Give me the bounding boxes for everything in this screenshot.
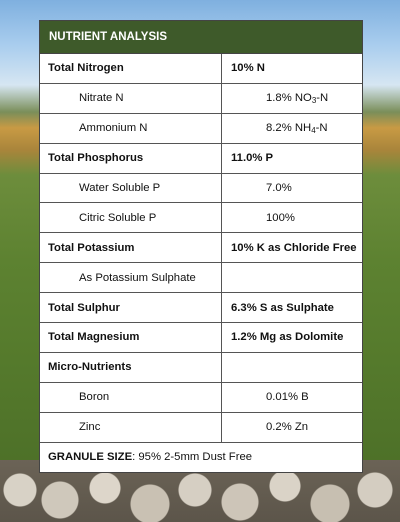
row-value: 7.0%: [221, 173, 362, 204]
row-value: [221, 262, 362, 294]
nutrient-analysis-header: NUTRIENT ANALYSIS: [40, 21, 362, 54]
table-row-water-soluble-p: Water Soluble P 7.0%: [40, 173, 362, 204]
row-label: Micro-Nutrients: [40, 352, 222, 383]
row-label: Total Sulphur: [40, 292, 222, 324]
row-label: Total Phosphorus: [40, 143, 222, 174]
nutrient-analysis-card: NUTRIENT ANALYSIS Total Nitrogen 10% N N…: [39, 20, 363, 473]
granule-size-footer: GRANULE SIZE: 95% 2-5mm Dust Free: [40, 443, 362, 472]
row-value: 1.2% Mg as Dolomite: [221, 322, 362, 353]
table-row-citric-soluble-p: Citric Soluble P 100%: [40, 202, 362, 234]
table-row-boron: Boron 0.01% B: [40, 382, 362, 413]
row-value: [221, 352, 362, 383]
table-row-nitrate-n: Nitrate N 1.8% NO3-N: [40, 83, 362, 114]
row-label: Ammonium N: [40, 113, 222, 144]
row-value: 6.3% S as Sulphate: [221, 292, 362, 324]
table-row-total-sulphur: Total Sulphur 6.3% S as Sulphate: [40, 292, 362, 324]
granule-size-value: : 95% 2-5mm Dust Free: [132, 450, 253, 463]
table-row-ammonium-n: Ammonium N 8.2% NH4-N: [40, 113, 362, 144]
row-value: 8.2% NH4-N: [221, 113, 362, 144]
row-value: 11.0% P: [221, 143, 362, 174]
row-label: Total Magnesium: [40, 322, 222, 353]
row-label: Boron: [40, 382, 222, 413]
row-value: 0.2% Zn: [221, 412, 362, 443]
table-row-total-magnesium: Total Magnesium 1.2% Mg as Dolomite: [40, 322, 362, 353]
table-row-total-potassium: Total Potassium 10% K as Chloride Free: [40, 232, 362, 264]
row-label: Nitrate N: [40, 83, 222, 114]
row-value: 0.01% B: [221, 382, 362, 413]
table-row-zinc: Zinc 0.2% Zn: [40, 412, 362, 443]
nutrient-table: Total Nitrogen 10% N Nitrate N 1.8% NO3-…: [40, 54, 362, 443]
table-row-as-potassium-sulphate: As Potassium Sulphate: [40, 262, 362, 294]
granule-size-label: GRANULE SIZE: [48, 450, 133, 463]
row-label: As Potassium Sulphate: [40, 262, 222, 294]
row-label: Total Nitrogen: [40, 54, 222, 84]
row-value: 100%: [221, 202, 362, 234]
row-label: Zinc: [40, 412, 222, 443]
row-label: Water Soluble P: [40, 173, 222, 204]
table-row-micro-nutrients: Micro-Nutrients: [40, 352, 362, 383]
row-label: Total Potassium: [40, 232, 222, 264]
row-label: Citric Soluble P: [40, 202, 222, 234]
table-row-total-phosphorus: Total Phosphorus 11.0% P: [40, 143, 362, 174]
row-value: 10% N: [221, 54, 362, 84]
row-value: 10% K as Chloride Free: [221, 232, 362, 264]
table-row-total-nitrogen: Total Nitrogen 10% N: [40, 54, 362, 84]
row-value: 1.8% NO3-N: [221, 83, 362, 114]
